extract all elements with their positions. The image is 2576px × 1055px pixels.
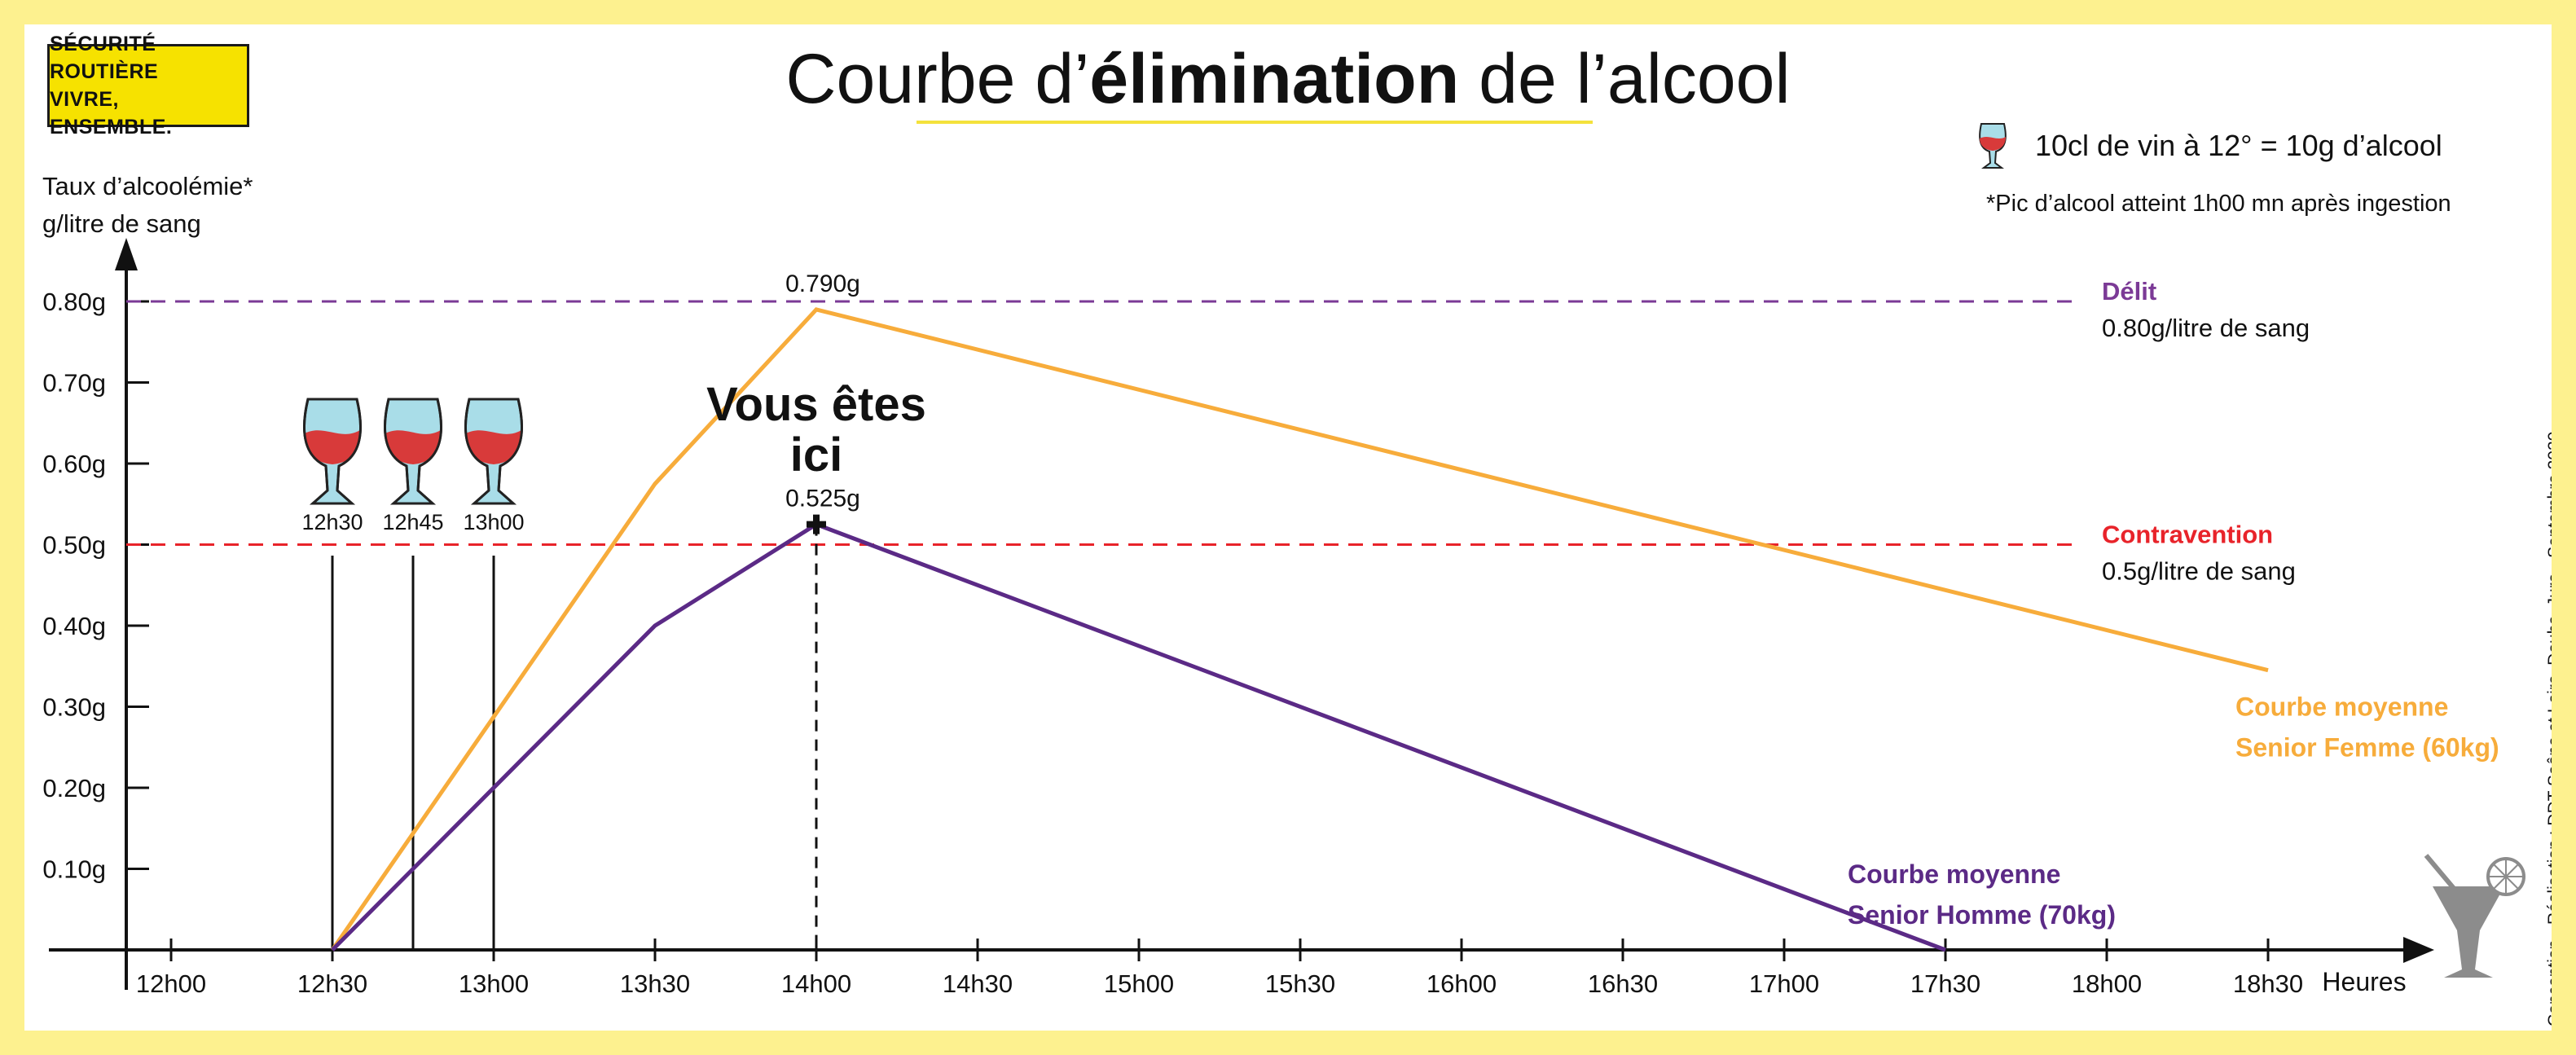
title-underline [917,121,1593,124]
y-axis-title-line-2: g/litre de sang [42,209,201,238]
series-line [330,307,2269,952]
logo-line-2: VIVRE, ENSEMBLE. [50,88,173,138]
x-tick-label: 16h00 [1426,969,1497,998]
threshold-sublabel: 0.5g/litre de sang [2102,557,2296,586]
legend-peak-note: *Pic d’alcool atteint 1h00 mn après inge… [1986,191,2451,217]
x-tick-label: 14h00 [781,969,851,998]
wine-glass-icon [383,398,443,505]
drink-time-label: 13h00 [463,510,524,534]
x-tick-label: 15h30 [1265,969,1335,998]
y-axis-title: Taux d’alcoolémie* g/litre de sang [42,168,253,243]
y-axis-arrow-icon [115,238,138,270]
series-label-line-1: Courbe moyenne [2235,692,2448,722]
threshold-label: Délit [2102,277,2156,306]
you-are-here-line-2: ici [790,429,843,481]
elimination-chart: 0.10g 0.20g 0.30g 0.40g 0.50g 0.60g 0.70g 0.80g… [42,123,2525,998]
x-tick-label: 16h30 [1588,969,1658,998]
threshold-sublabel: 0.80g/litre de sang [2102,314,2310,342]
y-tick-label: 0.10g [42,855,106,884]
securite-routiere-logo: SÉCURITÉ ROUTIÈRE VIVRE, ENSEMBLE. [47,33,249,138]
drink-time-label: 12h45 [382,510,443,534]
x-tick-label: 12h00 [136,969,206,998]
credit-text: Conception - Réalisation : DDT Saône et … [2545,431,2552,1026]
page-title: Courbe d’élimination de l’alcool [24,39,2552,120]
y-tick-label: 0.80g [42,288,106,316]
x-tick-label: 18h00 [2072,969,2142,998]
peak-value-label: 0.525g [785,486,860,512]
x-tick-label: 17h00 [1749,969,1819,998]
series-line [331,521,1946,952]
x-tick-label: 12h30 [297,969,367,998]
you-are-here-line-1: Vous êtes [706,378,926,431]
x-axis-title: Heures [2322,967,2406,996]
wine-glass-icon [464,398,524,505]
y-tick-label: 0.30g [42,693,106,722]
wine-glass-legend-icon [1979,123,2007,169]
y-tick-label: 0.40g [42,612,106,640]
series-label-line-1: Courbe moyenne [1848,859,2060,889]
y-tick-label: 0.70g [42,369,106,398]
x-tick-label: 13h30 [620,969,690,998]
title-bold: élimination [1089,40,1460,118]
peak-value-label: 0.790g [785,270,860,297]
x-axis-arrow-icon [2403,937,2434,963]
x-tick-label: 15h00 [1104,969,1174,998]
y-tick-label: 0.60g [42,450,106,478]
series-label-line-2: Senior Femme (60kg) [2235,733,2499,763]
y-axis-title-line-1: Taux d’alcoolémie* [42,172,253,200]
series-label-line-2: Senior Homme (70kg) [1848,900,2116,930]
title-part-1: Courbe d’ [785,40,1090,118]
wine-glass-icon [302,398,363,505]
position-cross-icon [807,514,826,534]
y-tick-label: 0.50g [42,531,106,560]
legend-wine-rule: 10cl de vin à 12° = 10g d’alcool [2035,129,2442,162]
threshold-label: Contravention [2102,521,2273,549]
title-part-2: de l’alcool [1459,40,1791,118]
logo-line-1: SÉCURITÉ ROUTIÈRE [50,33,159,83]
poster: 0.10g 0.20g 0.30g 0.40g 0.50g 0.60g 0.70g 0.80g… [24,24,2552,1031]
x-tick-label: 13h00 [459,969,529,998]
x-tick-label: 14h30 [943,969,1013,998]
cocktail-glass-icon [2424,854,2525,978]
x-tick-label: 18h30 [2233,969,2303,998]
x-tick-label: 17h30 [1910,969,1980,998]
drink-time-label: 12h30 [301,510,363,534]
y-tick-label: 0.20g [42,774,106,802]
